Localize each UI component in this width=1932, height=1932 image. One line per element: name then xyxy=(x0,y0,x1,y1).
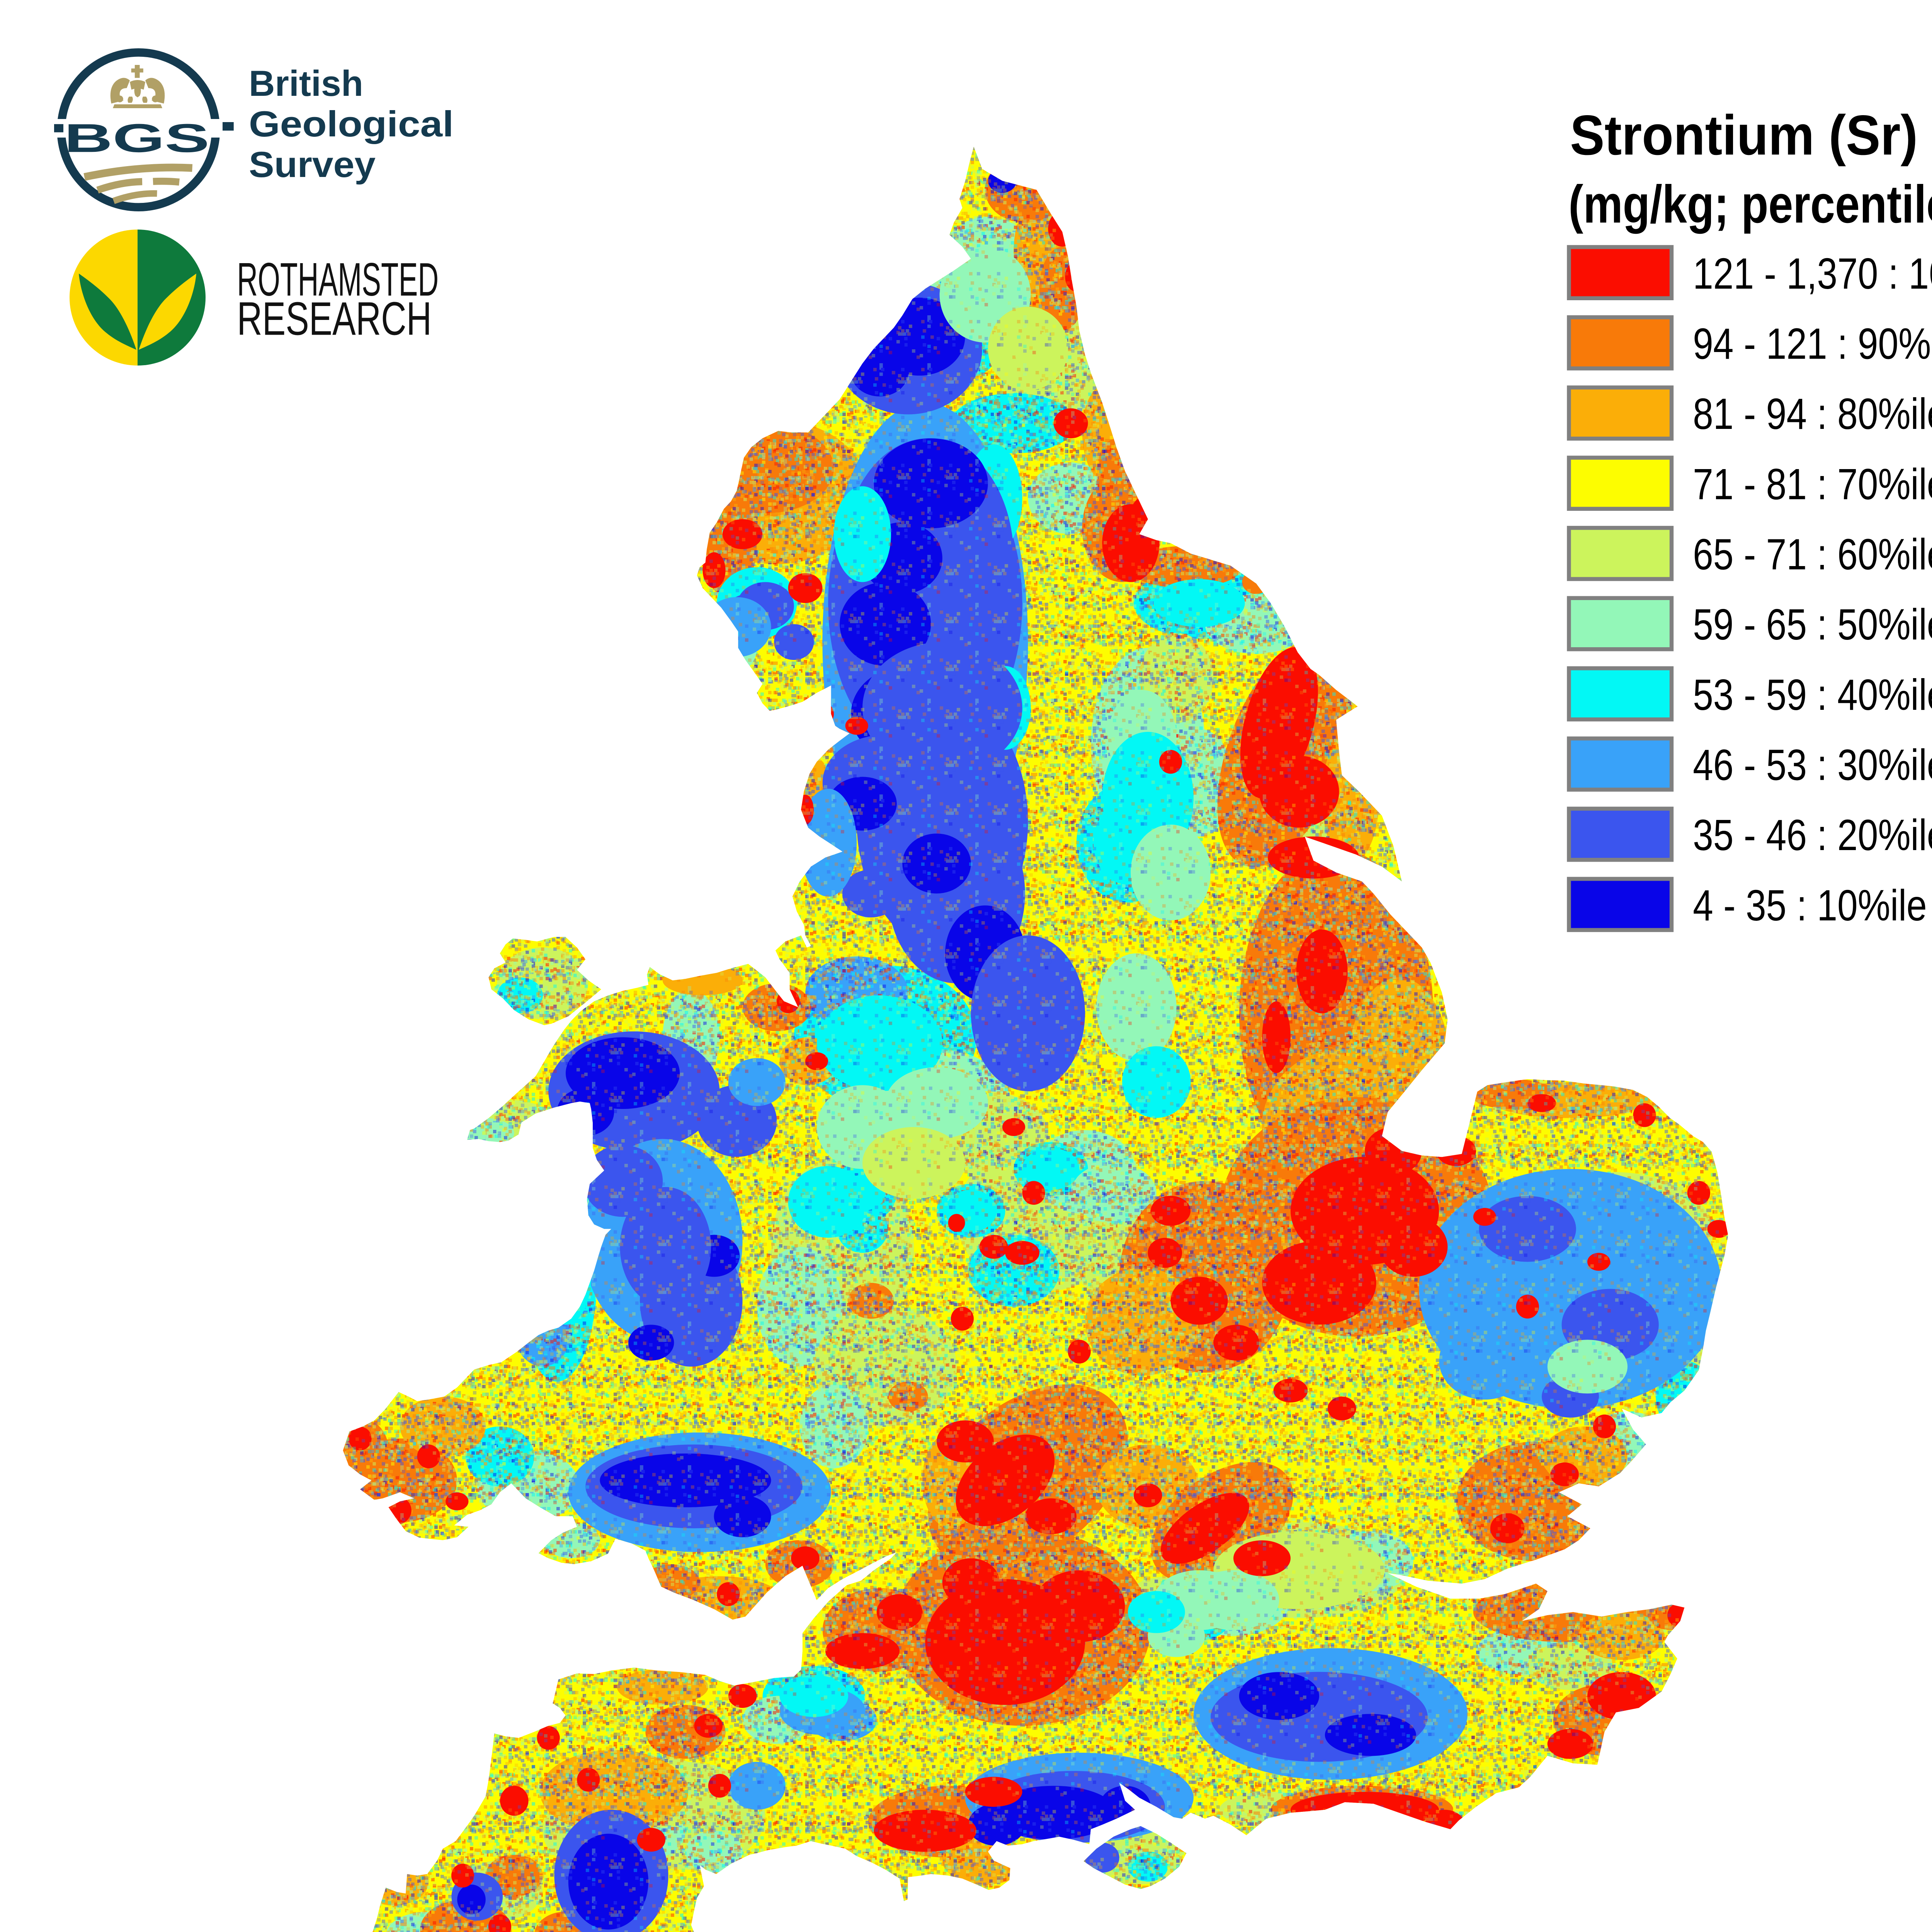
svg-text:81 - 94 : 80%ile: 81 - 94 : 80%ile xyxy=(1693,390,1932,439)
svg-text:BGS: BGS xyxy=(64,116,209,161)
svg-text:Geological: Geological xyxy=(249,104,454,144)
svg-text:Survey: Survey xyxy=(249,144,376,185)
svg-text:(mg/kg; percentile scale): (mg/kg; percentile scale) xyxy=(1568,175,1932,234)
svg-text:65 - 71 : 60%ile: 65 - 71 : 60%ile xyxy=(1693,531,1932,579)
svg-text:53 - 59 : 40%ile: 53 - 59 : 40%ile xyxy=(1693,671,1932,719)
svg-text:121 - 1,370 : 100%ile: 121 - 1,370 : 100%ile xyxy=(1693,250,1932,298)
svg-text:71 - 81 : 70%ile: 71 - 81 : 70%ile xyxy=(1693,460,1932,509)
svg-text:ROTHAMSTED: ROTHAMSTED xyxy=(237,253,439,306)
svg-text:4 - 35 : 10%ile: 4 - 35 : 10%ile xyxy=(1693,881,1927,930)
svg-text:Strontium (Sr): Strontium (Sr) xyxy=(1570,104,1918,167)
svg-text:59 - 65 : 50%ile: 59 - 65 : 50%ile xyxy=(1693,600,1932,649)
svg-text:35 - 46 : 20%ile: 35 - 46 : 20%ile xyxy=(1693,811,1932,860)
svg-text:94 - 121 : 90%ile: 94 - 121 : 90%ile xyxy=(1693,320,1932,369)
svg-text:British: British xyxy=(249,63,363,104)
svg-text:46 - 53 : 30%ile: 46 - 53 : 30%ile xyxy=(1693,741,1932,790)
svg-text:RESEARCH: RESEARCH xyxy=(237,292,432,345)
